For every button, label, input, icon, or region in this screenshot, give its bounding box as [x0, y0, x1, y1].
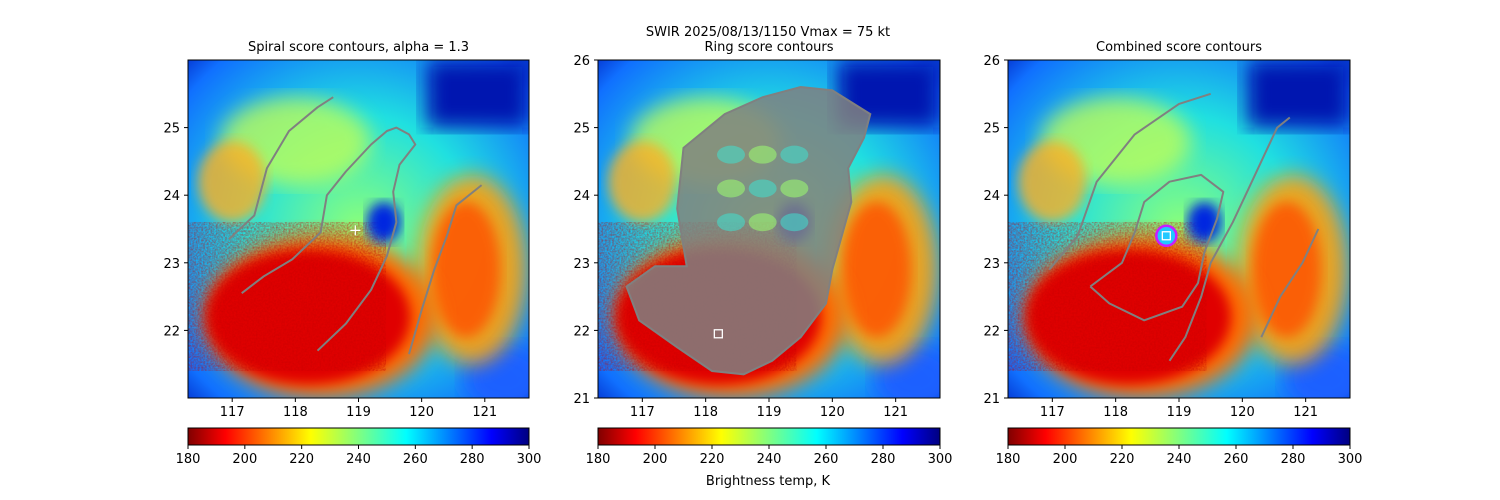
x-tick-label: 117 [1040, 405, 1065, 420]
y-tick-label: 25 [983, 122, 1000, 137]
x-tick-label: 121 [883, 405, 908, 420]
ring-contour-fill [780, 179, 809, 198]
panel-2: Ring score contours 117 118 119 120 121 21 22 23… [573, 40, 953, 467]
contour-line [1089, 173, 1225, 322]
eye-cold-region [366, 201, 401, 243]
colorbar-tick-label: 180 [176, 452, 201, 467]
colorbar-tick-label: 300 [517, 452, 542, 467]
panel-title: Spiral score contours, alpha = 1.3 [248, 40, 469, 55]
band-west [608, 141, 677, 223]
y-tick-label: 22 [983, 324, 1000, 339]
y-tick-label: 23 [573, 257, 590, 272]
colorbar-tick-label: 300 [928, 452, 953, 467]
y-tick-label: 23 [983, 257, 1000, 272]
y-tick-label: 22 [163, 324, 180, 339]
colorbar-tick-label: 220 [289, 452, 314, 467]
colorbar-tick-label: 220 [700, 452, 725, 467]
band-east-core [431, 201, 500, 338]
colorbar-tick-label: 180 [996, 452, 1021, 467]
colorbar-tick-label: 280 [460, 452, 485, 467]
center-circle-marker [1155, 224, 1178, 248]
ring-contour-region [625, 85, 872, 376]
y-tick-label: 24 [573, 189, 590, 204]
ring-contour-fill [717, 145, 745, 164]
colorbar [1007, 427, 1351, 446]
x-tick-label: 120 [1230, 405, 1255, 420]
x-tick-label: 121 [472, 405, 497, 420]
band-east-core [1252, 201, 1321, 338]
x-tick-label: 119 [346, 405, 371, 420]
panel-title: Combined score contours [1096, 40, 1262, 55]
colorbar-tick-label: 260 [403, 452, 428, 467]
colorbar-tick-label: 240 [346, 452, 371, 467]
colorbar-tick-label: 300 [1338, 452, 1363, 467]
y-tick-label: 24 [163, 189, 180, 204]
ring-contour-fill [780, 145, 809, 164]
x-tick-label: 119 [1167, 405, 1192, 420]
colorbar-tick-label: 260 [814, 452, 839, 467]
colorbar-tick-label: 260 [1224, 452, 1249, 467]
y-tick-label: 22 [573, 324, 590, 339]
ring-contour-fill [748, 213, 777, 232]
colorbar [187, 427, 530, 446]
y-tick-label: 24 [983, 189, 1000, 204]
ring-contour-fill [717, 213, 745, 232]
x-tick-label: 118 [693, 405, 718, 420]
ring-contour-fill [780, 213, 809, 232]
x-tick-label: 119 [757, 405, 782, 420]
band-west [198, 141, 267, 223]
contour-line [1168, 116, 1291, 362]
y-tick-label: 26 [983, 54, 1000, 69]
colorbar-tick-label: 200 [643, 452, 668, 467]
cold-top-region [426, 60, 529, 128]
y-tick-label: 25 [573, 122, 590, 137]
colorbar [597, 427, 941, 446]
band-west [1018, 141, 1087, 223]
colorbar-tick-label: 240 [757, 452, 782, 467]
x-tick-label: 118 [283, 405, 308, 420]
x-tick-label: 118 [1103, 405, 1128, 420]
y-tick-label: 21 [573, 392, 590, 407]
colorbar-tick-label: 280 [1281, 452, 1306, 467]
heatmap-image [188, 60, 529, 398]
figure-suptitle: SWIR 2025/08/13/1150 Vmax = 75 kt [646, 25, 890, 40]
y-tick-label: 23 [163, 257, 180, 272]
heatmap-image [1008, 60, 1350, 398]
x-tick-label: 117 [220, 405, 245, 420]
center-square-marker [1161, 231, 1171, 241]
colorbar-tick-label: 200 [232, 452, 257, 467]
x-tick-label: 120 [820, 405, 845, 420]
ring-contour-fill [748, 145, 777, 164]
contour-line [408, 184, 483, 355]
colorbar-tick-label: 280 [871, 452, 896, 467]
contour-line [1260, 228, 1320, 338]
ring-contour-fill [717, 179, 745, 198]
x-tick-label: 120 [409, 405, 434, 420]
center-plus-marker [350, 225, 361, 236]
contour-line [228, 96, 334, 240]
colorbar-tick-label: 180 [586, 452, 611, 467]
center-square-marker [713, 329, 723, 339]
colorbar-label: Brightness temp, K [706, 474, 831, 489]
heatmap-image [598, 60, 940, 398]
panel-title: Ring score contours [704, 40, 833, 55]
y-tick-label: 26 [573, 54, 590, 69]
contour-line [1048, 92, 1212, 271]
x-tick-label: 121 [1293, 405, 1318, 420]
colorbar-tick-label: 220 [1110, 452, 1135, 467]
band-east-core [842, 201, 911, 338]
y-tick-label: 25 [163, 122, 180, 137]
panel-3: Combined score contours 117 118 119 120 121 21… [983, 40, 1363, 467]
panel-1: Spiral score contours, alpha = 1.3 117 118… [163, 40, 542, 467]
y-tick-label: 21 [983, 392, 1000, 407]
contour-line [241, 126, 417, 352]
noise-texture [1008, 222, 1207, 371]
x-tick-label: 117 [630, 405, 655, 420]
ring-contour-fill [748, 179, 777, 198]
cold-top-region [1247, 60, 1350, 128]
colorbar-tick-label: 240 [1167, 452, 1192, 467]
noise-texture [188, 222, 386, 371]
colorbar-tick-label: 200 [1053, 452, 1078, 467]
